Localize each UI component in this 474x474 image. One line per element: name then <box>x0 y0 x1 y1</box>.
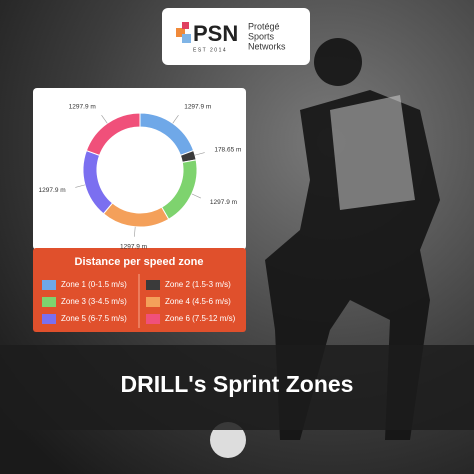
leader-line <box>75 184 86 188</box>
logo-text: Networks <box>248 41 286 51</box>
logo-text: Sports <box>248 31 275 41</box>
logo-box <box>162 8 310 65</box>
donut-slice <box>85 112 141 156</box>
logo-icon <box>182 34 191 43</box>
logo-mark: PSN <box>193 21 238 46</box>
legend-label: Zone 3 (3-4.5 m/s) <box>61 297 127 306</box>
legend-label: Zone 2 (1.5-3 m/s) <box>165 280 231 289</box>
data-label: 1297.9 m <box>210 199 237 206</box>
data-label: 1297.9 m <box>69 104 96 111</box>
chart-title: Distance per speed zone <box>75 256 204 268</box>
legend-swatch <box>146 314 160 324</box>
legend-label: Zone 6 (7.5-12 m/s) <box>165 314 236 323</box>
legend-swatch <box>146 297 160 307</box>
logo-est: EST 2014 <box>193 47 227 53</box>
data-label: 1297.9 m <box>184 104 211 111</box>
legend-swatch <box>146 280 160 290</box>
legend-label: Zone 1 (0-1.5 m/s) <box>61 280 127 289</box>
leader-line <box>194 152 205 156</box>
logo-icon <box>182 22 189 29</box>
banner <box>0 345 474 430</box>
legend-label: Zone 5 (6-7.5 m/s) <box>61 314 127 323</box>
leader-line <box>101 114 108 124</box>
data-label: 178.65 m <box>214 147 241 154</box>
legend-swatch <box>42 280 56 290</box>
legend-swatch <box>42 297 56 307</box>
legend-label: Zone 4 (4.5-6 m/s) <box>165 297 231 306</box>
donut-chart: 1297.9 m 178.65 m 1297.9 m 1297.9 m 1297.9 m… <box>39 104 241 324</box>
logo-icon <box>176 28 185 37</box>
leader-line <box>172 114 179 124</box>
data-label: 1297.9 m <box>39 187 66 194</box>
ball <box>210 422 246 458</box>
data-label: 1297.9 m <box>120 243 147 250</box>
leader-line <box>134 226 136 237</box>
logo-text: Protégé <box>248 21 280 31</box>
legend-swatch <box>42 314 56 324</box>
shirt <box>330 95 415 210</box>
banner-title: DRILL's Sprint Zones <box>121 371 354 397</box>
chart-card <box>33 88 246 250</box>
leader-line <box>191 193 201 199</box>
